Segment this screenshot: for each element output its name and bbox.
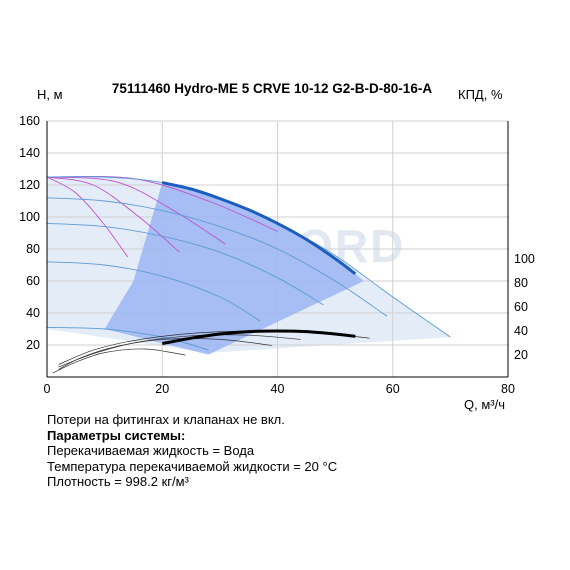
y-tick-label-3: 80 [26,242,40,256]
notes-liquid: Перекачиваемая жидкость = Вода [47,443,255,458]
head-curve-speed-3 [46,222,324,306]
x-tick-label-2: 40 [271,382,285,396]
x-tick-label-0: 0 [44,382,51,396]
x-tick-label-1: 20 [155,382,169,396]
efficiency-curve-operating [162,329,356,346]
system-notes: Потери на фитингах и клапанах не вкл. Па… [47,412,337,490]
y-tick-label-7: 160 [19,114,40,128]
head-curve-speed-2 [46,197,388,317]
y-tick-label-0: 20 [26,338,40,352]
efficiency-curve-speed-3 [58,334,301,368]
y-tick-label-1: 40 [26,306,40,320]
notes-fittings: Потери на фитингах и клапанах не вкл. [47,412,285,427]
chart-title: 75111460 Hydro-ME 5 CRVE 10-12 G2-B-D-80… [112,81,432,96]
notes-temperature: Температура перекачиваемой жидкости = 20… [47,458,338,474]
y2-tick-label-4: 100 [514,252,535,266]
efficiency-curve-speed-4 [58,338,272,370]
y-tick-label-4: 100 [19,210,40,224]
iso-line-1 [46,176,129,258]
y-tick-label-5: 120 [19,178,40,192]
x-axis-label: Q, м³/ч [464,397,505,412]
y-tick-label-6: 140 [19,146,40,160]
y2-tick-label-2: 60 [514,300,528,314]
notes-density: Плотность = 998.2 кг/м³ [47,474,189,489]
notes-system-params-heading: Параметры системы: [47,427,186,443]
efficiency-curve-speed-5 [52,348,186,374]
head-curve-operating [161,181,357,276]
y-axis-label: H, м [37,87,63,102]
y2-tick-label-3: 80 [514,276,528,290]
iso-line-3 [46,176,226,245]
y2-tick-label-1: 40 [514,324,528,338]
head-curve-speed-4 [46,261,261,322]
x-tick-label-3: 60 [386,382,400,396]
y2-tick-label-0: 20 [514,348,528,362]
y-tick-label-2: 60 [26,274,40,288]
operating-area [104,182,364,355]
y2-axis-label: КПД, % [458,87,503,102]
x-tick-label-4: 80 [501,382,515,396]
head-curve-speed-5 [46,326,209,351]
